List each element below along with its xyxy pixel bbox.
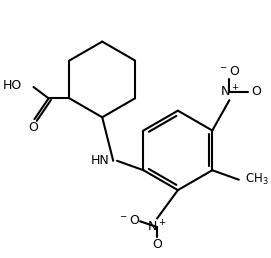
Text: CH$_3$: CH$_3$ <box>246 172 269 187</box>
Text: O: O <box>251 85 261 98</box>
Text: HN: HN <box>91 154 109 167</box>
Text: O: O <box>152 238 162 252</box>
Text: N$^+$: N$^+$ <box>220 84 239 99</box>
Text: HO: HO <box>3 79 22 92</box>
Text: $^-$O: $^-$O <box>118 214 141 227</box>
Text: $^-$O: $^-$O <box>218 65 240 78</box>
Text: O: O <box>28 121 38 134</box>
Text: N$^+$: N$^+$ <box>147 219 167 235</box>
